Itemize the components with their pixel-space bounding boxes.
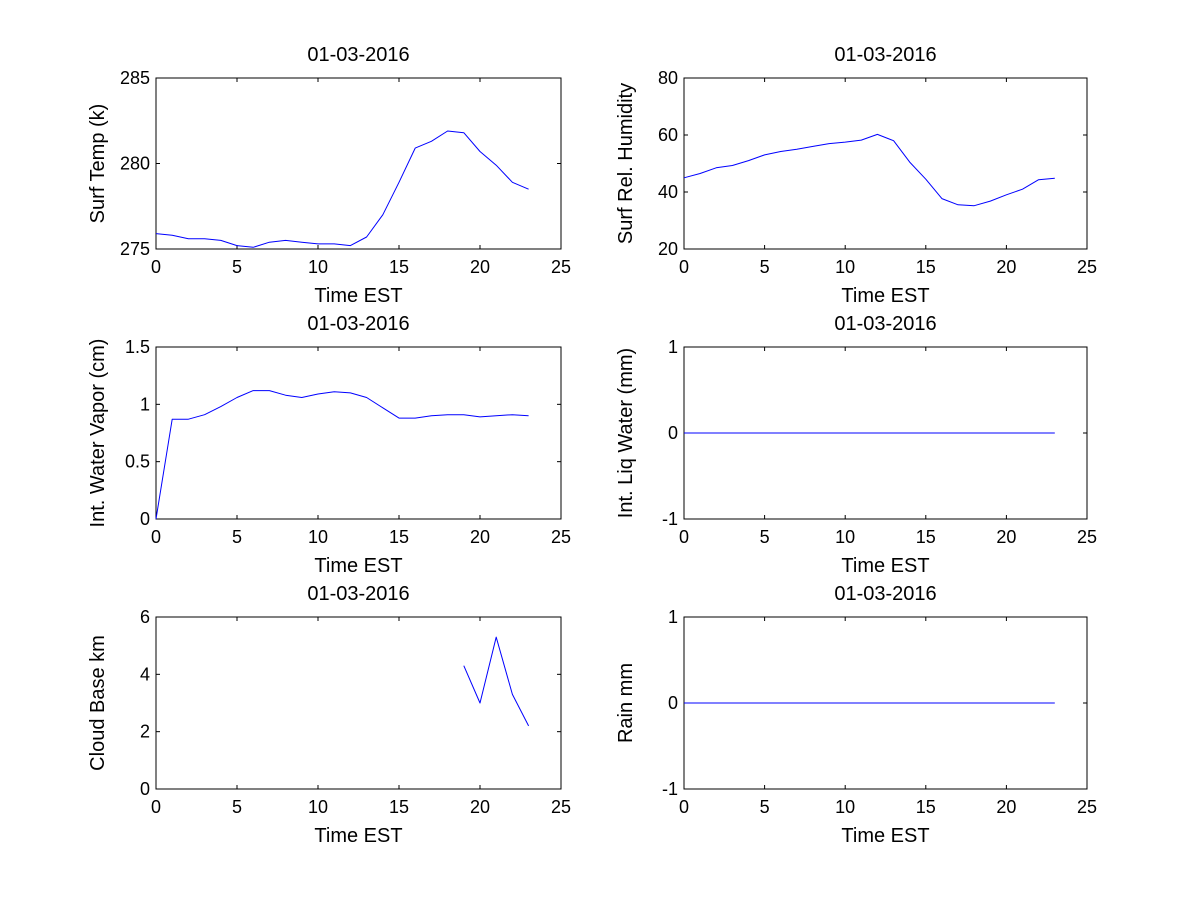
x-tick-label: 10 (308, 257, 328, 277)
x-axis-label: Time EST (841, 825, 929, 847)
x-axis-label: Time EST (314, 825, 402, 847)
x-tick-label: 0 (679, 257, 689, 277)
x-tick-label: 5 (232, 257, 242, 277)
y-tick-label: 6 (140, 607, 150, 627)
x-tick-label: 25 (551, 257, 571, 277)
y-tick-label: 40 (658, 182, 678, 202)
y-tick-label: 1 (668, 337, 678, 357)
x-tick-label: 25 (551, 527, 571, 547)
x-axis-label: Time EST (841, 555, 929, 577)
subplot-title: 01-03-2016 (307, 583, 409, 605)
y-tick-label: 0 (668, 693, 678, 713)
x-tick-label: 0 (151, 257, 161, 277)
x-tick-label: 15 (389, 257, 409, 277)
subplot-5: 0 5 10 15 20 25 0 2 4 6 01-03-2016 Time EST Cloud Ba… (87, 583, 571, 847)
y-tick-label: 2 (140, 722, 150, 742)
y-axis-label: Int. Liq Water (mm) (615, 348, 637, 518)
y-tick-label: 275 (120, 239, 150, 259)
y-tick-label: 0 (140, 779, 150, 799)
y-tick-label: 0.5 (125, 452, 150, 472)
x-tick-label: 5 (232, 797, 242, 817)
subplot-title: 01-03-2016 (834, 583, 936, 605)
x-tick-label: 5 (760, 257, 770, 277)
x-tick-label: 10 (835, 797, 855, 817)
x-tick-label: 10 (308, 527, 328, 547)
x-tick-label: 25 (1077, 797, 1097, 817)
y-tick-label: 0 (668, 423, 678, 443)
x-tick-label: 15 (916, 257, 936, 277)
x-tick-label: 15 (916, 797, 936, 817)
x-tick-label: 5 (232, 527, 242, 547)
x-tick-label: 5 (760, 527, 770, 547)
subplot-1: 0 5 10 15 20 25 275 280 285 01-03-2016 Time EST Sur… (87, 44, 571, 307)
x-tick-label: 20 (470, 257, 490, 277)
y-tick-label: 1 (668, 607, 678, 627)
x-tick-label: 20 (470, 527, 490, 547)
x-tick-label: 0 (679, 527, 689, 547)
y-tick-label: 280 (120, 154, 150, 174)
subplot-title: 01-03-2016 (307, 313, 409, 335)
y-axis-label: Int. Water Vapor (cm) (87, 339, 109, 528)
subplot-2: 0 5 10 15 20 25 20 40 60 80 01-03-2016 Time EST Surf… (615, 44, 1097, 307)
y-axis-label: Cloud Base km (87, 635, 109, 771)
subplot-title: 01-03-2016 (307, 44, 409, 66)
x-tick-label: 15 (389, 527, 409, 547)
axes-box (155, 346, 562, 520)
series-line (683, 133, 1055, 207)
x-tick-label: 25 (1077, 257, 1097, 277)
x-tick-label: 0 (679, 797, 689, 817)
x-tick-label: 10 (835, 257, 855, 277)
y-tick-label: -1 (662, 779, 678, 799)
x-tick-label: 0 (151, 797, 161, 817)
x-tick-label: 20 (996, 527, 1016, 547)
x-tick-label: 25 (551, 797, 571, 817)
x-axis-label: Time EST (314, 285, 402, 307)
x-tick-label: 5 (760, 797, 770, 817)
y-axis-label: Rain mm (615, 663, 637, 743)
axes-box (683, 77, 1088, 250)
y-tick-label: 4 (140, 664, 150, 684)
y-tick-label: -1 (662, 509, 678, 529)
x-tick-label: 25 (1077, 527, 1097, 547)
series-line (155, 390, 529, 520)
x-tick-label: 20 (470, 797, 490, 817)
series-line (463, 636, 530, 727)
x-tick-label: 20 (996, 797, 1016, 817)
subplot-3: 0 5 10 15 20 25 0 0.5 1 1.5 01-03-2016 Time EST Int.… (87, 313, 571, 577)
x-tick-label: 15 (389, 797, 409, 817)
x-tick-label: 10 (308, 797, 328, 817)
y-tick-label: 0 (140, 509, 150, 529)
y-tick-label: 60 (658, 125, 678, 145)
y-tick-label: 1.5 (125, 337, 150, 357)
series-line (155, 130, 529, 248)
x-tick-label: 10 (835, 527, 855, 547)
subplot-title: 01-03-2016 (834, 313, 936, 335)
subplot-title: 01-03-2016 (834, 44, 936, 66)
y-axis-label: Surf Rel. Humidity (615, 83, 637, 244)
x-axis-label: Time EST (314, 555, 402, 577)
y-axis-label: Surf Temp (k) (87, 104, 109, 224)
x-tick-label: 15 (916, 527, 936, 547)
x-tick-label: 20 (996, 257, 1016, 277)
x-tick-label: 0 (151, 527, 161, 547)
y-tick-label: 285 (120, 68, 150, 88)
y-tick-label: 1 (140, 394, 150, 414)
y-tick-label: 20 (658, 239, 678, 259)
x-axis-label: Time EST (841, 285, 929, 307)
y-tick-label: 80 (658, 68, 678, 88)
axes-box (155, 616, 562, 790)
axes-box (155, 77, 562, 250)
